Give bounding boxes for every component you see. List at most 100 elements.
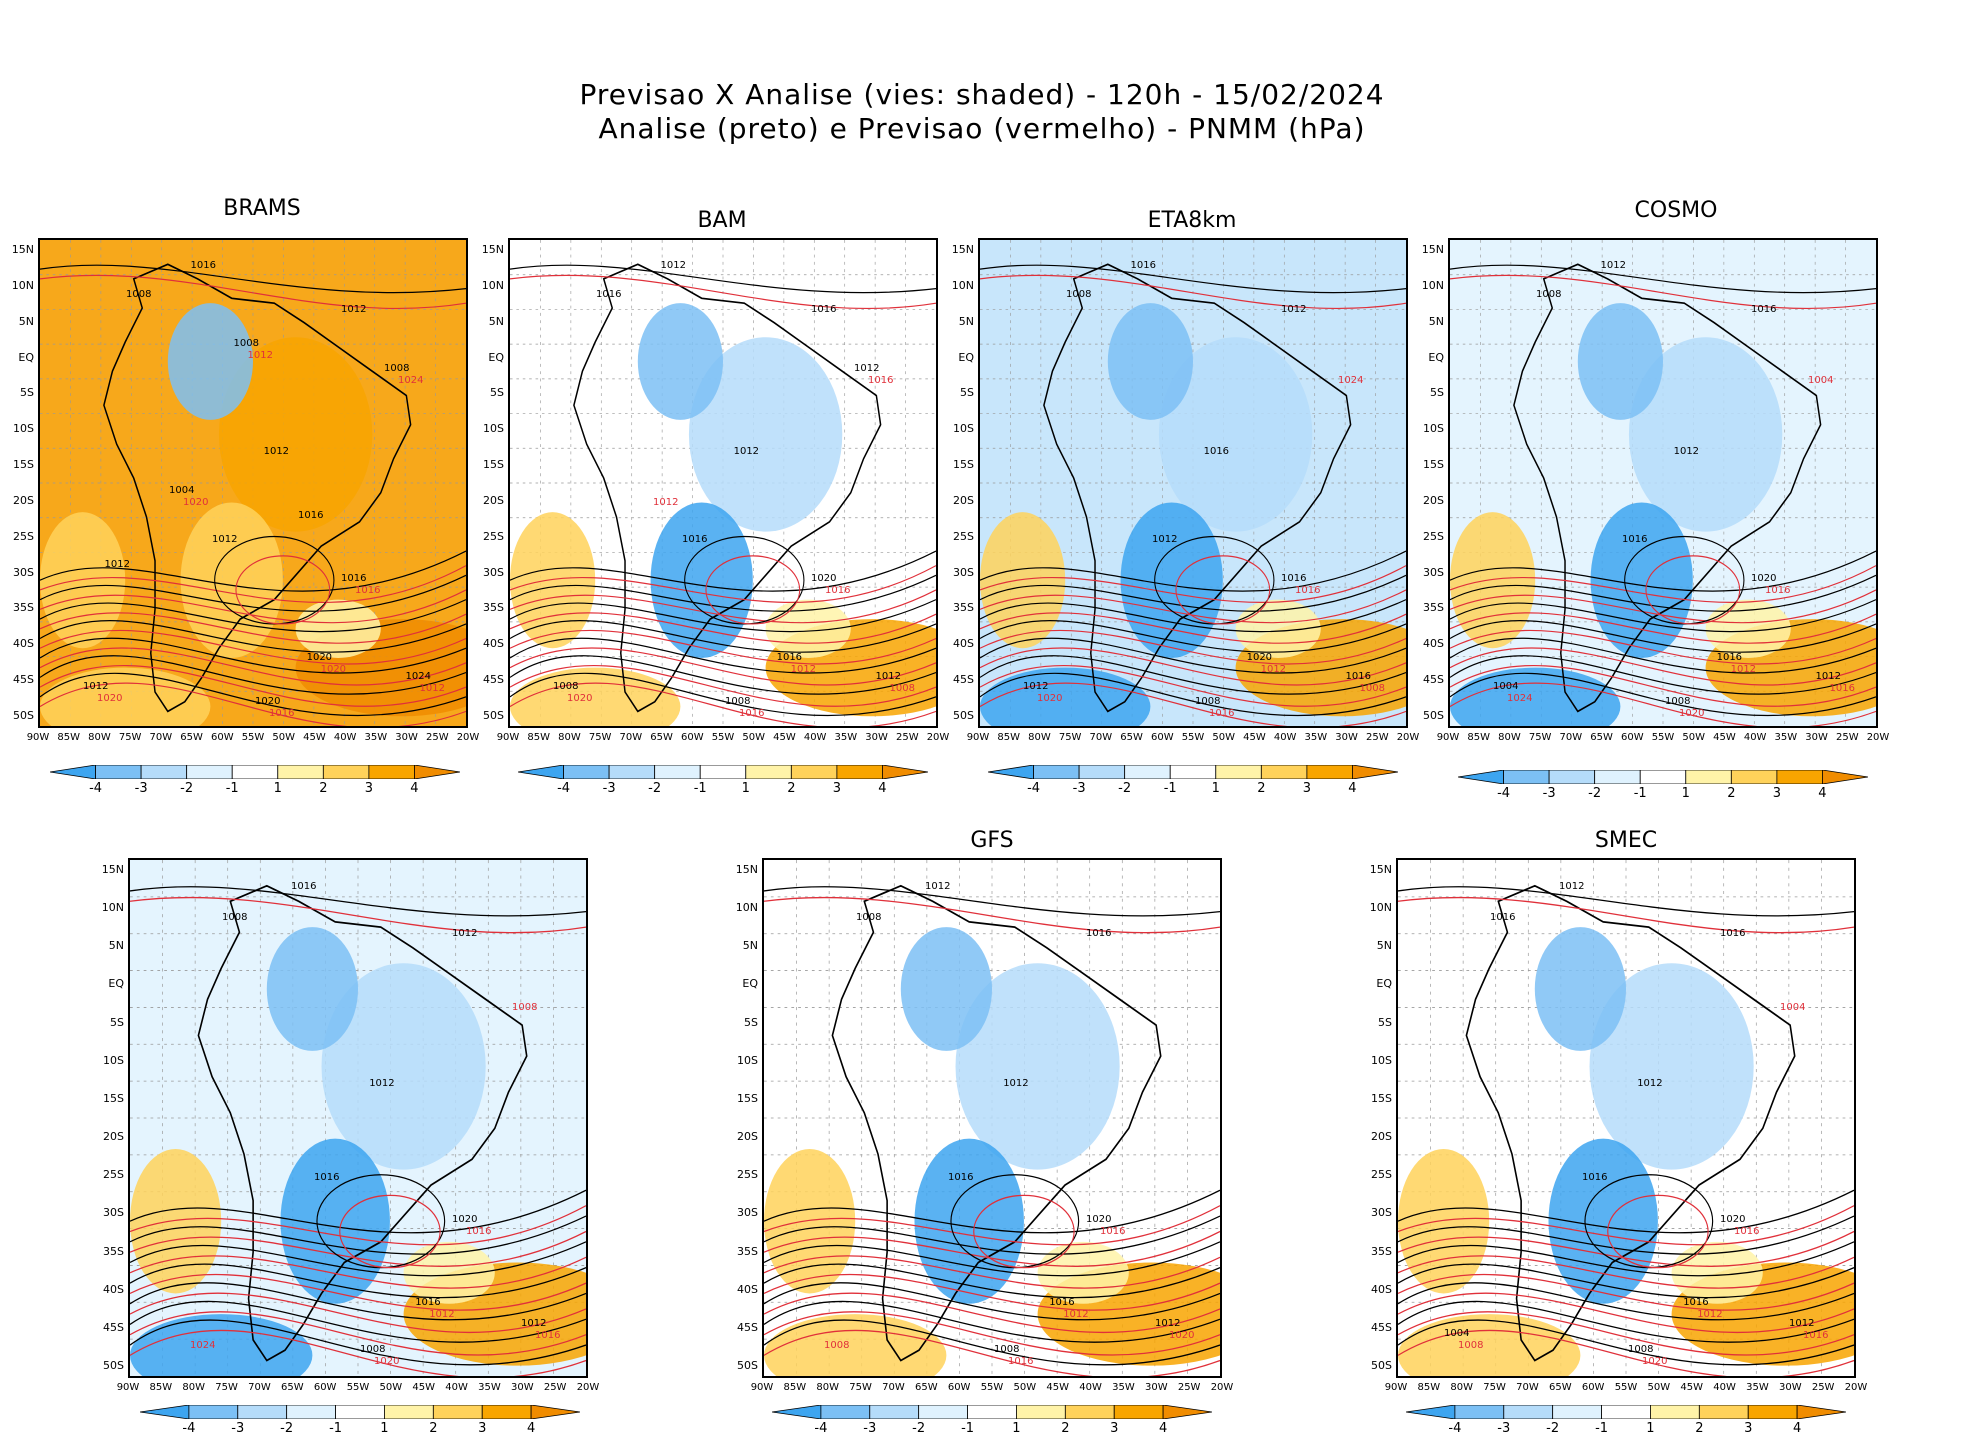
contour-label-forecast: 1016 — [1734, 1225, 1760, 1237]
contour-forecast — [130, 1311, 586, 1356]
bias-shade — [764, 1314, 947, 1376]
colorbar-swatch — [1113, 1405, 1164, 1419]
colorbar-swatch — [988, 765, 1034, 779]
lon-tick-label: 55W — [1181, 732, 1205, 743]
contour-forecast — [40, 682, 466, 726]
colorbar-label: 1 — [380, 1421, 389, 1436]
lat-tick-label: 15N — [951, 243, 974, 256]
contour-forecast — [510, 589, 936, 624]
contour-label-analysis: 1012 — [104, 558, 130, 570]
colorbar-swatch — [1685, 770, 1732, 784]
bias-shade — [980, 667, 1151, 726]
panel-title-bam: BAM — [697, 208, 747, 233]
lon-tick-label: 55W — [1614, 1382, 1638, 1393]
contour-analysis — [980, 574, 1406, 612]
contour-analysis — [764, 1300, 1220, 1343]
colorbar-swatch — [1454, 1405, 1505, 1419]
lat-tick-label: 5N — [1376, 939, 1392, 953]
lat-tick-label: 45S — [1371, 1320, 1392, 1334]
contour-label-analysis: 1016 — [1490, 912, 1516, 923]
lat-tick-label: 50S — [483, 709, 504, 722]
lon-tick-label: 25W — [895, 732, 919, 743]
contour-forecast — [40, 589, 466, 624]
contour-analysis — [764, 1215, 1220, 1255]
lon-tick-label: 25W — [425, 732, 449, 743]
colorbar-swatch — [1747, 1405, 1798, 1419]
colorbar-swatch — [518, 765, 564, 779]
lon-tick-label: 90W — [750, 1382, 774, 1393]
contour-forecast — [980, 612, 1406, 644]
contour-label-analysis: 1020 — [452, 1213, 478, 1225]
colorbar-label: -4 — [557, 781, 571, 796]
contour-forecast — [764, 1273, 1220, 1311]
contour-forecast — [40, 274, 466, 310]
lon-tick-label: 55W — [346, 1382, 370, 1393]
lat-tick-label: 10N — [1369, 901, 1392, 915]
colorbar-swatch — [481, 1405, 532, 1419]
lat-tick-label: 5S — [960, 386, 974, 400]
contour-label-analysis: 1012 — [263, 445, 290, 457]
contour-analysis — [40, 550, 466, 592]
colorbar-label: 1 — [1681, 786, 1690, 801]
contour-forecast — [980, 565, 1406, 604]
contour-forecast — [40, 612, 466, 644]
colorbar-swatch — [384, 1405, 434, 1419]
contour-label-analysis: 1012 — [1600, 259, 1626, 271]
lat-tick-label: 35S — [953, 601, 974, 615]
lat-tick-label: 45S — [483, 673, 504, 687]
colorbar-swatch — [699, 765, 747, 779]
contour-analysis — [764, 1189, 1220, 1234]
lon-tick-label: 55W — [1651, 732, 1675, 743]
colorbar-label: -3 — [1072, 781, 1086, 796]
contour-label-analysis: 1016 — [596, 289, 622, 300]
contour-label-analysis: 1016 — [1720, 927, 1746, 939]
lat-tick-label: EQ — [18, 350, 34, 364]
colorbar-label: -2 — [180, 781, 194, 796]
colorbar-swatch — [277, 765, 324, 779]
contour-forecast — [1450, 274, 1876, 310]
contour-label-forecast: 1016 — [466, 1225, 492, 1237]
contour-forecast — [1398, 1329, 1854, 1376]
lat-tick-label: 40S — [103, 1282, 124, 1296]
contour-forecast — [764, 1329, 1220, 1376]
colorbar-swatch — [1639, 770, 1687, 784]
map-canvas-smec — [1398, 860, 1854, 1376]
contour-label-forecast: 1020 — [1679, 707, 1705, 719]
lat-tick-label: 50S — [737, 1359, 758, 1372]
contour-label-forecast: 1004 — [1808, 374, 1834, 386]
lat-tick-label: 15N — [1421, 243, 1444, 256]
contour-label-analysis: 1008 — [1066, 289, 1092, 300]
contour-label-analysis: 1016 — [948, 1172, 974, 1183]
lon-tick-label: 30W — [510, 1382, 534, 1393]
lon-tick-label: 65W — [1590, 732, 1613, 743]
lat-tick-label: 5N — [1428, 314, 1444, 328]
colorbar-label: -2 — [1588, 786, 1602, 801]
contour-label-analysis: 1016 — [1203, 445, 1230, 457]
contour-label-analysis: 1016 — [682, 534, 708, 545]
colorbar-label: -2 — [912, 1421, 926, 1436]
contour-forecast — [1398, 1311, 1854, 1356]
contour-label-analysis: 1016 — [1281, 573, 1307, 585]
contour-forecast — [1450, 612, 1876, 644]
lat-tick-label: 35S — [737, 1244, 758, 1258]
contour-analysis — [130, 1319, 586, 1366]
lat-tick-label: 25S — [737, 1168, 758, 1182]
coastline — [1513, 263, 1822, 713]
colorbar-label: -3 — [1497, 1421, 1511, 1436]
lon-tick-label: 30W — [395, 732, 418, 743]
lon-tick-label: 75W — [849, 1382, 872, 1393]
lon-tick-label: 80W — [1450, 1382, 1474, 1393]
map-p5: 1016 1012 1008 1012 1016 1020 1016 1012 1008 1016… — [128, 858, 588, 1378]
contour-label-forecast: 1016 — [739, 707, 765, 719]
colorbar-label: 1 — [1012, 1421, 1021, 1436]
lon-tick-label: 20W — [926, 732, 950, 743]
bias-shade — [1450, 512, 1536, 649]
lon-tick-label: 60W — [210, 732, 234, 743]
contour-forecast — [1450, 664, 1876, 707]
contour-forecast — [980, 647, 1406, 686]
contour-forecast — [510, 612, 936, 644]
lat-tick-label: 20S — [483, 493, 504, 507]
map-bam: 1012 1016 1016 1012 1016 1020 1016 1012 1008 1008… — [508, 238, 938, 728]
lat-tick-label: 10N — [951, 278, 974, 292]
lon-tick-label: 45W — [1680, 1382, 1704, 1393]
